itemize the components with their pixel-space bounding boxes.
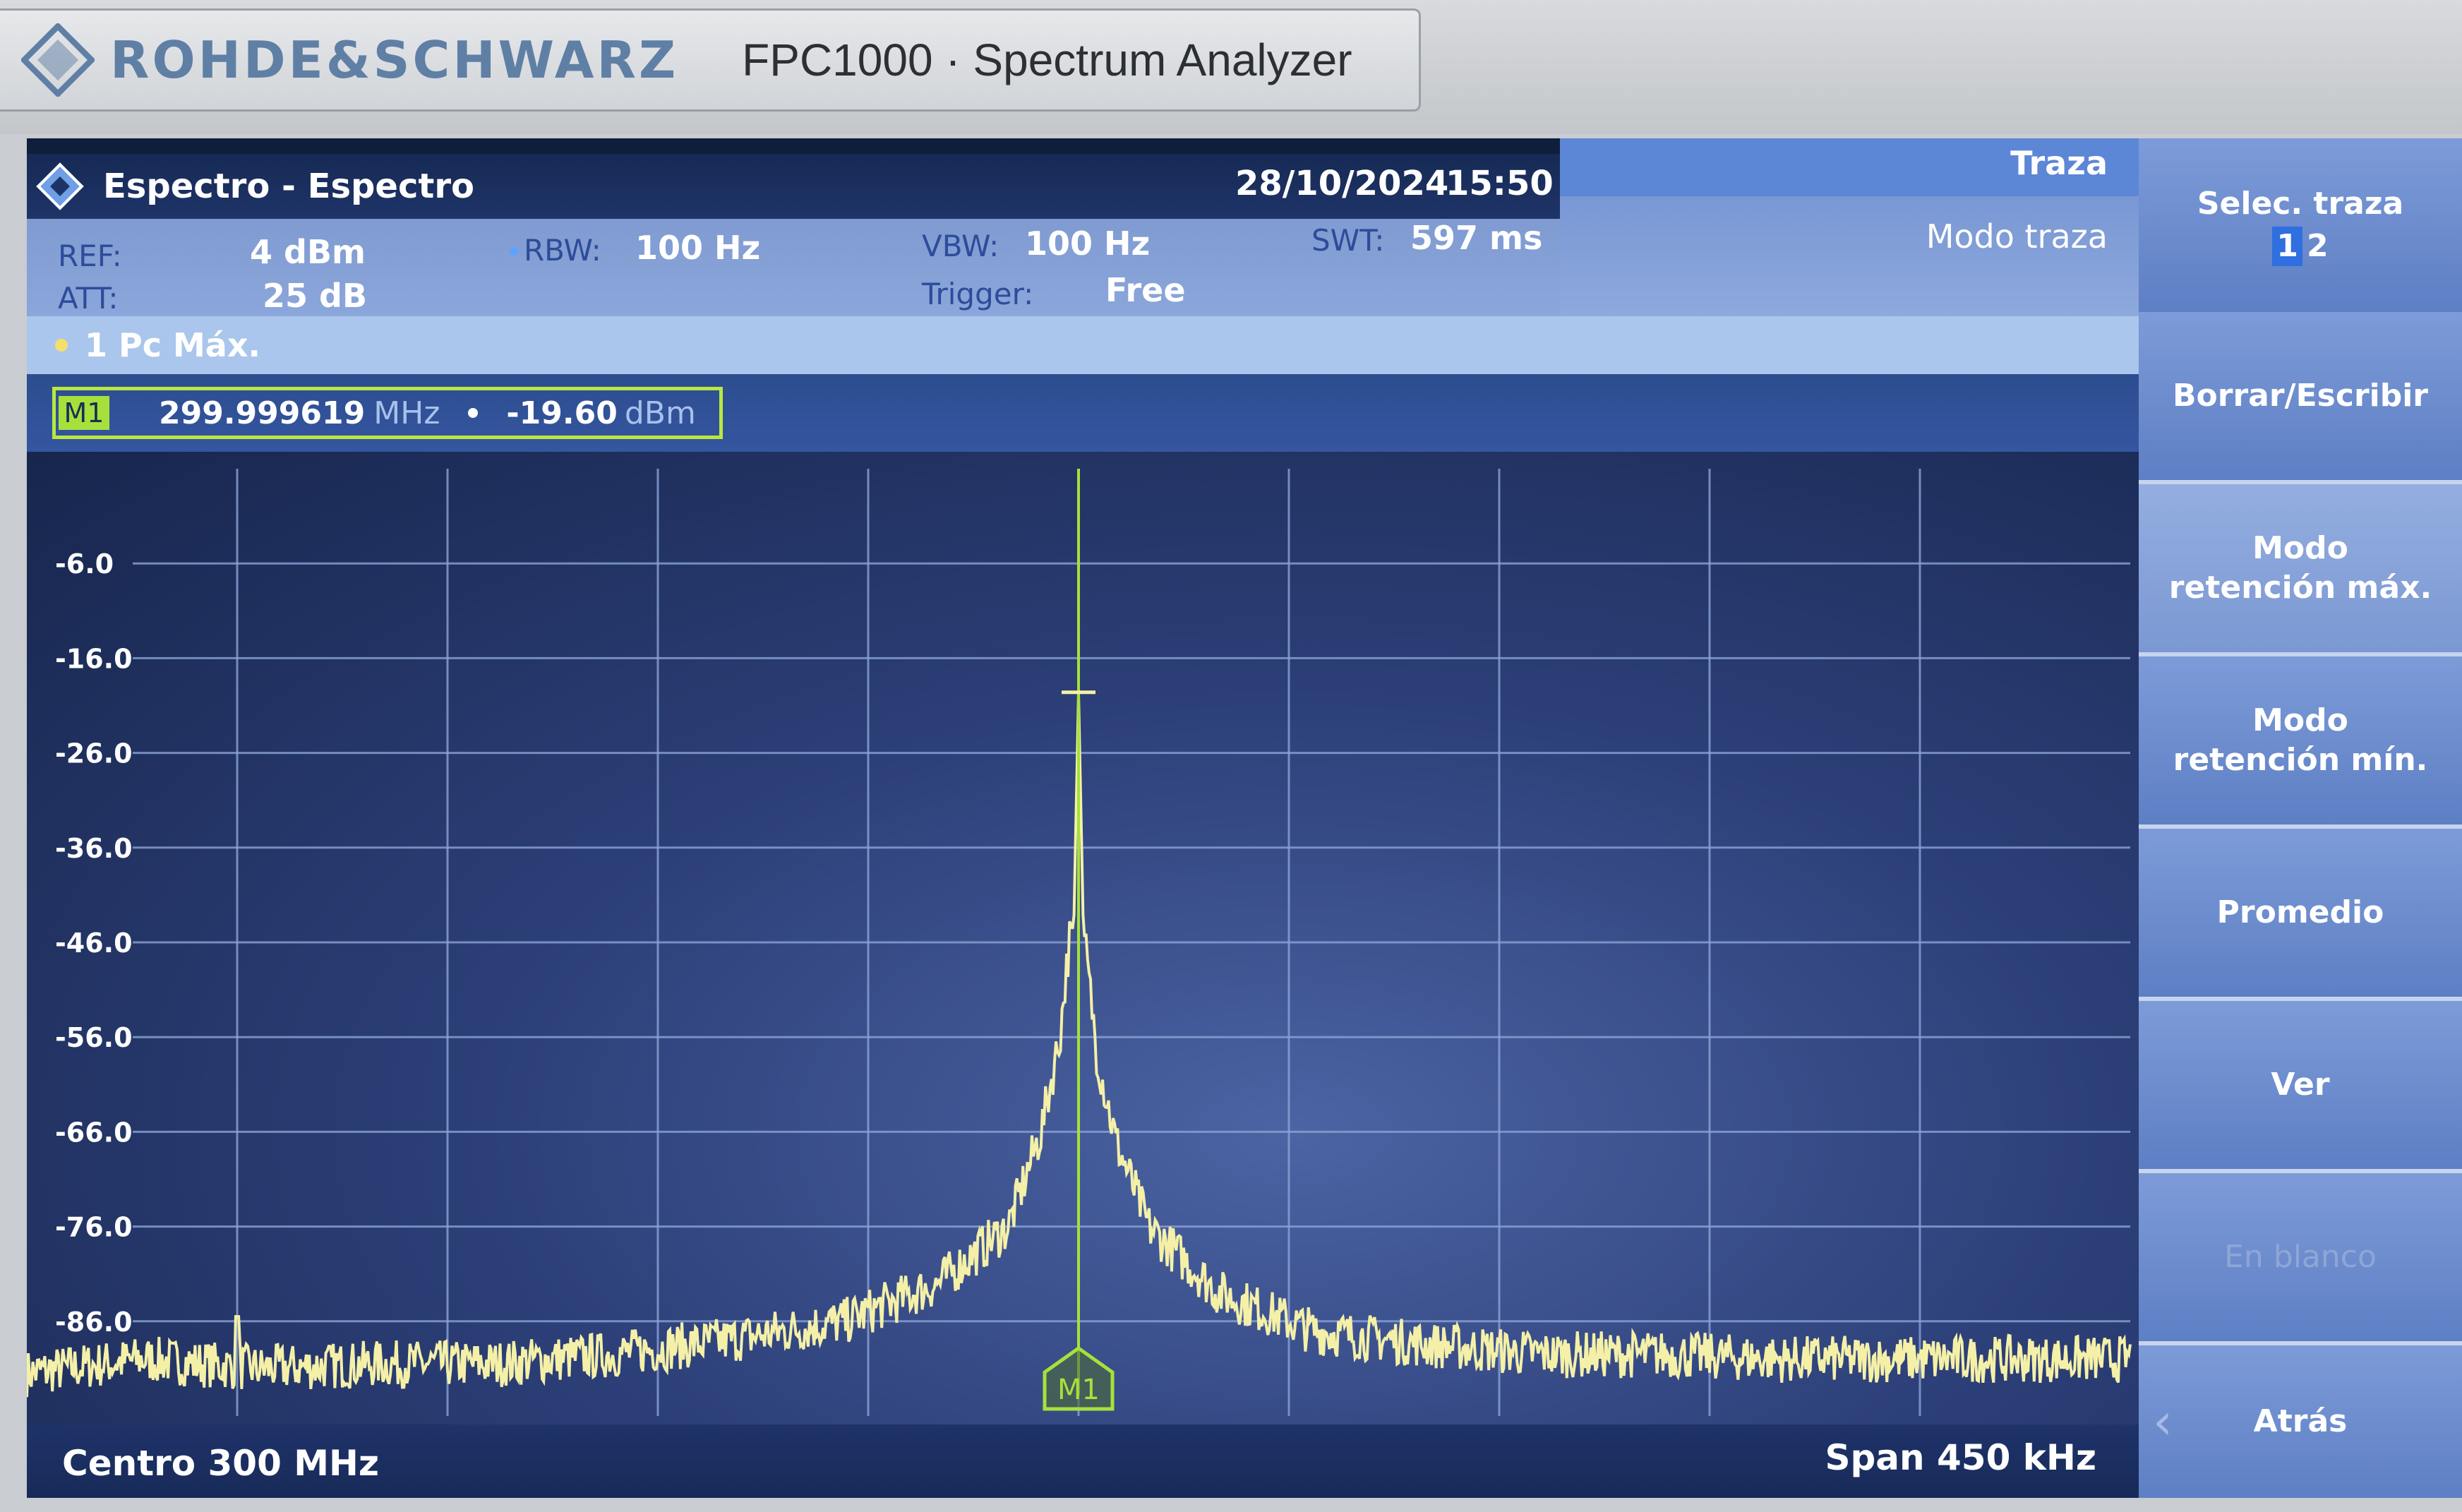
frequency-footer: Centro 300 MHz Span 450 kHz [27,1424,2139,1498]
rbw-coupled-indicator [510,247,518,256]
swt-label: SWT: [1311,223,1385,258]
softkey-max-hold-line1: Modo [2252,530,2348,566]
softkey-clear-write[interactable]: Borrar/Escribir [2139,312,2462,484]
trace-detector-label: 1 Pc Máx. [85,326,260,364]
y-tick-label: -56.0 [55,1022,133,1053]
spectrum-chart: -6.0 -16.0 -26.0 -36.0 -46.0 -56.0 -66.0 -76.0 -… [27,469,2132,1416]
trace-color-dot [55,339,68,352]
measurement-title: Espectro - Espectro [103,167,474,206]
y-tick-label: -46.0 [55,928,133,959]
softkey-max-hold[interactable]: Modo retención máx. [2139,484,2462,656]
marker-frequency-unit: MHz [373,395,440,431]
brand-name: ROHDE&SCHWARZ [110,30,679,90]
trace-option-2[interactable]: 2 [2307,228,2329,264]
frequency-span[interactable]: Span 450 kHz [1825,1437,2096,1478]
softkey-view[interactable]: Ver [2139,1001,2462,1173]
vbw-value[interactable]: 100 Hz [1025,224,1151,263]
softkey-view-label: Ver [2271,1067,2330,1103]
softkey-min-hold-line1: Modo [2252,702,2348,738]
trace-info-row: 1 Pc Máx. [27,316,2139,374]
trace-menu-header: Traza Modo traza [1560,138,2139,316]
softkey-min-hold-line2: retención mín. [2173,742,2428,778]
y-tick-label: -6.0 [55,548,114,580]
marker-level-unit: dBm [624,395,696,431]
marker-tag: M1 [59,396,109,430]
trace-menu-title: Traza [2010,144,2108,182]
marker-info-row: M1 299.999619 MHz -19.60 dBm [27,374,2139,452]
trigger-label: Trigger: [922,277,1034,311]
spectrum-plot[interactable]: -6.0 -16.0 -26.0 -36.0 -46.0 -56.0 -66.0 -76.0 -… [27,452,2139,1424]
softkey-average-label: Promedio [2216,894,2384,930]
y-tick-label: -26.0 [55,738,133,769]
trace-mode-label: Modo traza [1926,217,2108,256]
softkey-clear-write-label: Borrar/Escribir [2172,378,2428,414]
model-name: FPC1000 · Spectrum Analyzer [742,35,1352,85]
settings-panel: REF: 4 dBm ATT: 25 dB RBW: 100 Hz VBW: 1… [27,219,1560,316]
separator-dot [468,408,479,418]
instrument-bezel: ROHDE&SCHWARZ FPC1000 · Spectrum Analyze… [0,0,2462,134]
softkey-blank-label: En blanco [2224,1239,2377,1275]
y-tick-label: -16.0 [55,643,133,674]
brand-panel: ROHDE&SCHWARZ FPC1000 · Spectrum Analyze… [0,8,1421,112]
ref-label: REF: [58,239,122,273]
center-frequency[interactable]: Centro 300 MHz [62,1443,379,1484]
att-value[interactable]: 25 dB [263,277,368,315]
trace-option-1[interactable]: 1 [2272,227,2302,266]
chevron-left-icon: ‹ [2153,1393,2173,1451]
marker-readout[interactable]: M1 299.999619 MHz -19.60 dBm [52,387,723,439]
trigger-value[interactable]: Free [1105,271,1186,309]
softkey-back[interactable]: ‹ Atrás [2139,1345,2462,1498]
swt-value[interactable]: 597 ms [1410,219,1543,257]
softkey-select-trace[interactable]: Selec. traza 1 2 [2139,138,2462,316]
softkey-panel: Selec. traza 1 2 Borrar/Escribir Modo re… [2139,138,2462,1498]
softkey-average[interactable]: Promedio [2139,829,2462,1001]
trace-title-bar: Traza [1560,138,2139,196]
softkey-back-label: Atrás [2253,1403,2348,1439]
softkey-blank: En blanco [2139,1173,2462,1345]
marker-frequency: 299.999619 [159,395,366,431]
rbw-label: RBW: [524,233,601,268]
y-tick-label: -86.0 [55,1307,133,1338]
marker-level: -19.60 [506,395,618,431]
date: 28/10/2024 [1235,164,1449,203]
softkey-min-hold[interactable]: Modo retención mín. [2139,656,2462,829]
time: 15:50 [1446,164,1554,203]
vbw-label: VBW: [922,229,999,263]
trace-selector: 1 2 [2272,227,2329,266]
rbw-value[interactable]: 100 Hz [635,229,761,267]
marker-flag [1043,1345,1115,1411]
ref-value[interactable]: 4 dBm [250,233,366,271]
rohde-schwarz-logo-icon [21,23,95,97]
title-bar: Espectro - Espectro 28/10/2024 15:50 [27,154,1560,219]
softkey-max-hold-line2: retención máx. [2168,570,2432,606]
y-tick-label: -66.0 [55,1117,133,1148]
att-label: ATT: [58,281,119,316]
measurement-icon [36,162,84,210]
y-tick-label: -36.0 [55,833,133,864]
analyzer-screen: Espectro - Espectro 28/10/2024 15:50 REF… [27,138,2462,1498]
softkey-select-trace-label: Selec. traza [2197,186,2404,222]
y-tick-label: -76.0 [55,1212,133,1243]
marker-flag-label: M1 [1057,1374,1100,1406]
